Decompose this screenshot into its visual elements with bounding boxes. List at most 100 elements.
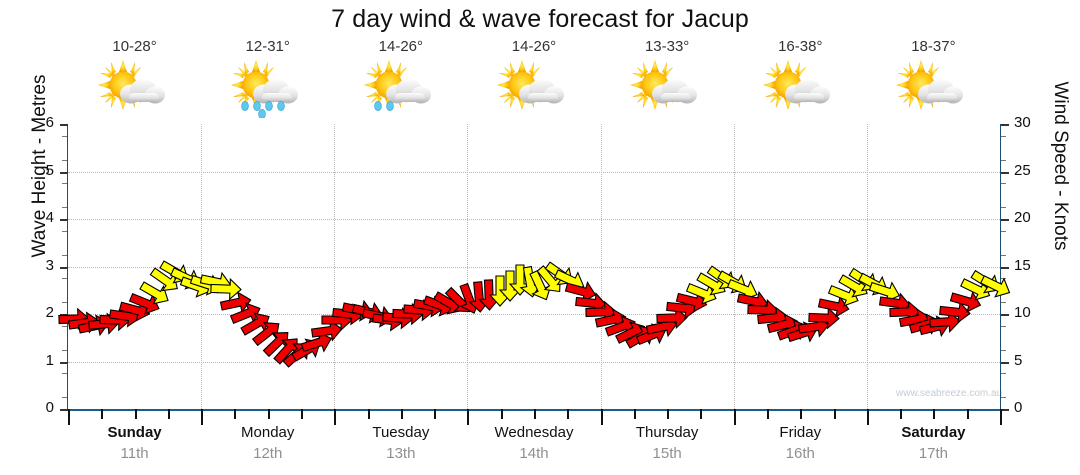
day-footer-tuesday: Tuesday 13th xyxy=(334,424,467,472)
sun-cloud-icon xyxy=(496,60,571,118)
right-axis-minor-tick xyxy=(1001,349,1006,351)
right-axis-line xyxy=(1000,124,1001,410)
right-axis-tick-label: 20 xyxy=(1014,209,1031,226)
right-axis-tick-label: 0 xyxy=(1014,399,1023,416)
sun-cloud-icon xyxy=(97,60,172,118)
day-header-thursday: 13-33° xyxy=(601,36,734,124)
right-axis-tick xyxy=(1001,409,1009,411)
day-date-label: 14th xyxy=(519,445,549,462)
x-axis-day-tick xyxy=(68,409,70,425)
x-axis-day-tick xyxy=(866,409,869,425)
x-axis-tick xyxy=(434,409,437,419)
right-axis-tick xyxy=(1001,361,1009,364)
x-axis-day-tick xyxy=(334,409,337,425)
x-axis-tick xyxy=(900,409,903,419)
day-date-label: 17th xyxy=(918,445,949,462)
day-date-label: 15th xyxy=(652,445,682,462)
sun-cloud-icon xyxy=(763,60,837,118)
right-axis-tick xyxy=(1001,314,1009,316)
day-header-sunday: 10-28° xyxy=(68,36,201,124)
right-axis-minor-tick xyxy=(1001,373,1006,375)
x-axis-tick xyxy=(367,409,370,419)
left-axis-minor-tick xyxy=(62,278,67,280)
gridline-horizontal xyxy=(68,314,1000,315)
day-header-friday: 16-38° xyxy=(734,36,867,124)
gridline-vertical-day-boundary xyxy=(334,124,336,409)
day-footer-wednesday: Wednesday 14th xyxy=(467,424,600,472)
wind-arrow xyxy=(138,280,172,306)
x-axis-tick xyxy=(101,409,104,419)
day-date-label: 16th xyxy=(785,445,815,462)
right-axis-tick xyxy=(1001,171,1009,174)
x-axis-day-tick xyxy=(467,409,470,425)
right-axis-tick-label: 30 xyxy=(1014,114,1031,131)
gridline-horizontal xyxy=(68,266,1000,268)
gridline-vertical-day-boundary xyxy=(866,124,868,409)
wind-arrow xyxy=(219,290,253,316)
right-axis-minor-tick xyxy=(1001,302,1006,304)
temperature-range-label: 16-38° xyxy=(778,38,823,55)
x-axis-day-tick xyxy=(1000,409,1002,425)
x-axis-tick xyxy=(534,409,536,419)
x-axis-tick xyxy=(167,409,170,419)
temperature-range-label: 13-33° xyxy=(644,38,690,55)
right-axis-minor-tick xyxy=(1001,183,1006,185)
left-axis-tick xyxy=(60,124,68,126)
x-axis-day-tick xyxy=(201,409,204,425)
left-axis-title: Wave Height - Metres xyxy=(29,74,50,258)
x-axis-tick xyxy=(301,409,303,419)
right-axis-minor-tick xyxy=(1001,325,1006,327)
sun-cloud-icon xyxy=(630,60,704,118)
day-name-label: Thursday xyxy=(635,424,699,441)
day-footer-saturday: Saturday 17th xyxy=(867,424,1000,472)
left-axis-tick-label: 3 xyxy=(45,256,54,274)
day-name-label: Sunday xyxy=(107,424,162,441)
left-axis-minor-tick xyxy=(62,254,67,256)
right-axis-tick xyxy=(1001,266,1009,269)
x-axis-tick xyxy=(500,409,503,419)
right-axis-minor-tick xyxy=(1001,159,1006,161)
right-axis-minor-tick xyxy=(1001,230,1006,232)
sun-cloud-icon xyxy=(896,60,970,118)
day-header-row: 10-28° 12-31° 14-26° 14-26° 13-33° 16-38° 18-3… xyxy=(68,36,1000,124)
left-axis-minor-tick xyxy=(62,159,67,161)
temperature-range-label: 18-37° xyxy=(911,38,956,55)
temperature-range-label: 10-28° xyxy=(112,38,157,55)
left-axis-tick xyxy=(60,361,68,364)
x-axis-tick xyxy=(767,409,769,419)
right-axis-tick-label: 15 xyxy=(1014,256,1031,274)
day-date-label: 12th xyxy=(253,445,283,462)
day-header-monday: 12-31° xyxy=(201,36,334,124)
day-name-label: Tuesday xyxy=(372,424,430,441)
day-footer-friday: Friday 16th xyxy=(734,424,867,472)
x-axis-day-tick xyxy=(600,409,603,425)
x-axis-tick xyxy=(966,409,969,419)
day-name-label: Friday xyxy=(779,424,822,441)
x-axis-tick xyxy=(234,409,237,419)
day-footer-row: Sunday 11th Monday 12th Tuesday 13th Wednesday… xyxy=(68,424,1000,472)
gridline-vertical-day-boundary xyxy=(733,124,735,409)
right-axis-tick xyxy=(1001,124,1009,126)
right-axis-tick xyxy=(1001,219,1009,221)
day-date-label: 13th xyxy=(386,445,416,462)
day-header-saturday: 18-37° xyxy=(867,36,1000,124)
left-axis-minor-tick xyxy=(62,397,67,399)
temperature-range-label: 14-26° xyxy=(378,38,424,55)
right-axis-title: Wind Speed - Knots xyxy=(1050,81,1071,251)
right-axis-tick-label: 5 xyxy=(1014,351,1023,369)
right-axis-minor-tick xyxy=(1001,397,1006,399)
left-axis-minor-tick xyxy=(62,183,67,185)
wind-arrow xyxy=(209,276,243,302)
wind-arrow xyxy=(949,288,983,314)
day-header-wednesday: 14-26° xyxy=(467,36,600,124)
day-name-label: Saturday xyxy=(901,424,966,441)
day-name-label: Wednesday xyxy=(494,424,574,441)
x-axis-day-tick xyxy=(733,409,736,425)
left-axis-tick-label: 2 xyxy=(45,304,54,321)
x-axis-tick xyxy=(400,409,403,419)
plot-area: www.seabreeze.com.au xyxy=(68,124,1002,409)
left-axis-tick-label: 5 xyxy=(45,161,54,179)
wind-arrow xyxy=(979,273,1013,299)
left-axis-minor-tick xyxy=(62,373,67,375)
